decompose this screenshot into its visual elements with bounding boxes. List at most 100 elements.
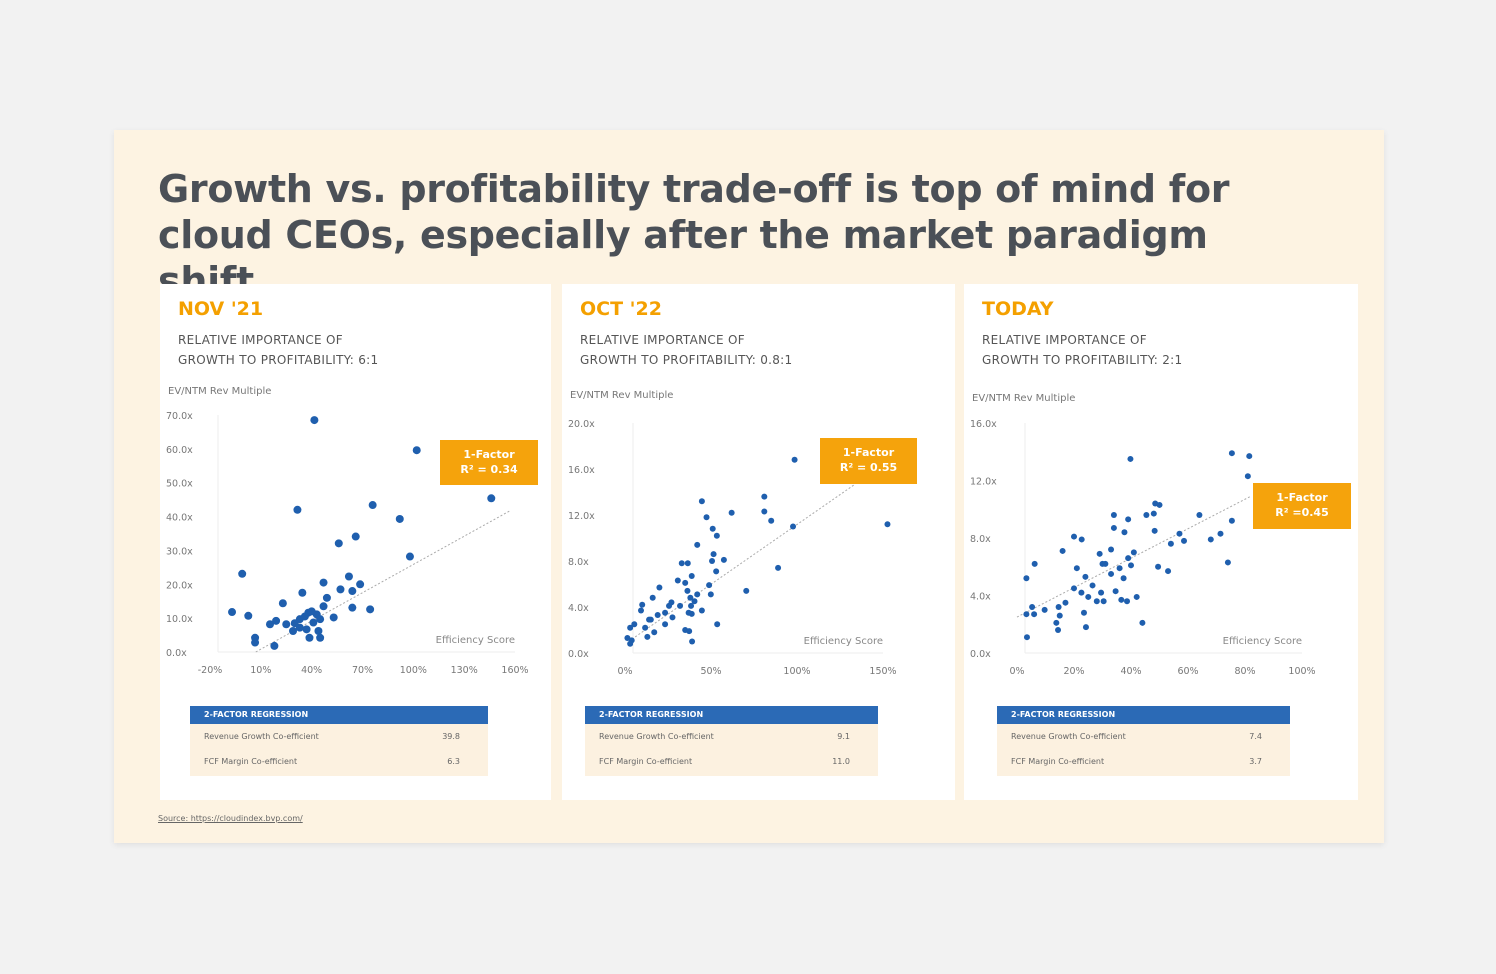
data-point <box>703 514 710 521</box>
data-point <box>395 514 404 523</box>
data-point <box>728 509 735 516</box>
source-link[interactable]: Source: https://cloudindex.bvp.com/ <box>158 814 303 823</box>
data-point <box>1023 575 1030 582</box>
data-point <box>1071 533 1077 540</box>
data-point <box>1078 589 1085 596</box>
subtitle-line: GROWTH TO PROFITABILITY: 0.8:1 <box>580 353 793 367</box>
data-point <box>1031 560 1038 567</box>
data-point <box>709 558 716 564</box>
x-tick-label: 100% <box>400 665 427 676</box>
data-point <box>743 587 750 594</box>
y-tick-label: 20.0x <box>166 580 193 591</box>
regression-table: 2-FACTOR REGRESSION Revenue Growth Co-ef… <box>997 706 1290 776</box>
subtitle-line: RELATIVE IMPORTANCE OF <box>178 333 343 347</box>
callout-line: R² = 0.34 <box>460 463 518 476</box>
x-tick-label: 40% <box>301 665 322 676</box>
data-point <box>251 638 260 647</box>
data-point <box>351 532 360 541</box>
subtitle-line: RELATIVE IMPORTANCE OF <box>580 333 745 347</box>
data-point <box>1244 473 1251 480</box>
data-point <box>709 525 716 532</box>
row-value: 7.4 <box>1249 732 1262 741</box>
data-point <box>1089 582 1096 589</box>
data-point <box>1228 517 1235 524</box>
y-tick-label: 40.0x <box>166 513 193 524</box>
row-value: 3.7 <box>1249 757 1262 766</box>
data-point <box>1108 546 1115 553</box>
data-point <box>1078 536 1085 543</box>
data-point <box>298 588 307 597</box>
callout-line: R² =0.45 <box>1275 506 1329 519</box>
subtitle-line: GROWTH TO PROFITABILITY: 2:1 <box>982 353 1183 367</box>
data-point <box>627 640 634 647</box>
data-point <box>1207 536 1214 543</box>
x-tick-label: 160% <box>501 665 528 676</box>
x-tick-label: 40% <box>1120 666 1141 677</box>
r-squared-callout: 1-Factor R² =0.45 <box>1253 483 1351 529</box>
data-point <box>272 616 281 625</box>
scatter-chart: EV/NTM Rev Multiple Efficiency Score 0.0x 4… <box>568 390 897 677</box>
data-point <box>336 585 345 594</box>
data-point <box>1062 599 1069 606</box>
panel-subtitle: RELATIVE IMPORTANCE OF GROWTH TO PROFITAB… <box>178 330 378 370</box>
data-point <box>1023 634 1030 641</box>
table-header: 2-FACTOR REGRESSION <box>997 706 1290 724</box>
x-tick-label: 0% <box>1009 666 1024 677</box>
data-point <box>791 456 798 463</box>
x-axis-title: Efficiency Score <box>1223 636 1302 647</box>
data-point <box>1156 501 1163 508</box>
data-point <box>684 587 691 594</box>
data-point <box>487 494 496 503</box>
data-point <box>720 556 727 563</box>
data-point <box>238 569 247 578</box>
data-point <box>368 501 377 510</box>
row-value: 9.1 <box>837 732 850 741</box>
data-point <box>689 638 696 645</box>
data-point <box>1124 598 1131 605</box>
data-point <box>289 627 298 636</box>
data-point <box>707 591 714 598</box>
data-point <box>684 560 691 567</box>
data-point <box>1127 455 1134 462</box>
y-tick-label: 70.0x <box>166 411 193 422</box>
data-point <box>694 541 701 548</box>
regression-table: 2-FACTOR REGRESSION Revenue Growth Co-ef… <box>190 706 488 776</box>
data-point <box>688 572 695 579</box>
data-point <box>265 620 274 629</box>
data-point <box>651 629 658 636</box>
data-point <box>1125 555 1132 562</box>
x-tick-label: -20% <box>198 665 223 676</box>
data-point <box>1098 589 1105 596</box>
data-point <box>1082 624 1089 631</box>
data-point <box>1128 562 1134 569</box>
data-point <box>669 614 676 621</box>
data-point <box>1167 540 1174 547</box>
data-point <box>761 508 768 515</box>
data-point <box>627 624 634 631</box>
x-tick-label: 10% <box>250 665 271 676</box>
data-point <box>1165 568 1172 575</box>
callout-line: 1-Factor <box>1276 491 1328 504</box>
r-squared-callout: 1-Factor R² = 0.55 <box>820 438 917 484</box>
data-point <box>1150 510 1157 517</box>
row-label: FCF Margin Co-efficient <box>204 757 298 766</box>
data-point <box>1246 453 1253 460</box>
data-point <box>244 611 253 620</box>
y-axis-title: EV/NTM Rev Multiple <box>972 393 1075 404</box>
data-point <box>1059 547 1066 554</box>
y-tick-label: 20.0x <box>568 419 595 430</box>
y-tick-label: 50.0x <box>166 479 193 490</box>
row-label: Revenue Growth Co-efficient <box>204 732 319 741</box>
data-point <box>1217 530 1224 537</box>
table-row: FCF Margin Co-efficient 3.7 <box>997 749 1290 774</box>
y-tick-label: 16.0x <box>970 419 997 430</box>
data-point <box>282 620 291 629</box>
panel-period: OCT '22 <box>580 298 662 320</box>
scatter-chart: EV/NTM Rev Multiple Efficiency Score 0.0x 1… <box>166 386 529 676</box>
y-tick-label: 8.0x <box>970 534 991 545</box>
callout-line: 1-Factor <box>842 446 895 459</box>
data-point <box>1093 598 1100 605</box>
data-point <box>1181 537 1188 544</box>
y-axis-title: EV/NTM Rev Multiple <box>168 386 271 397</box>
data-point <box>310 416 319 425</box>
